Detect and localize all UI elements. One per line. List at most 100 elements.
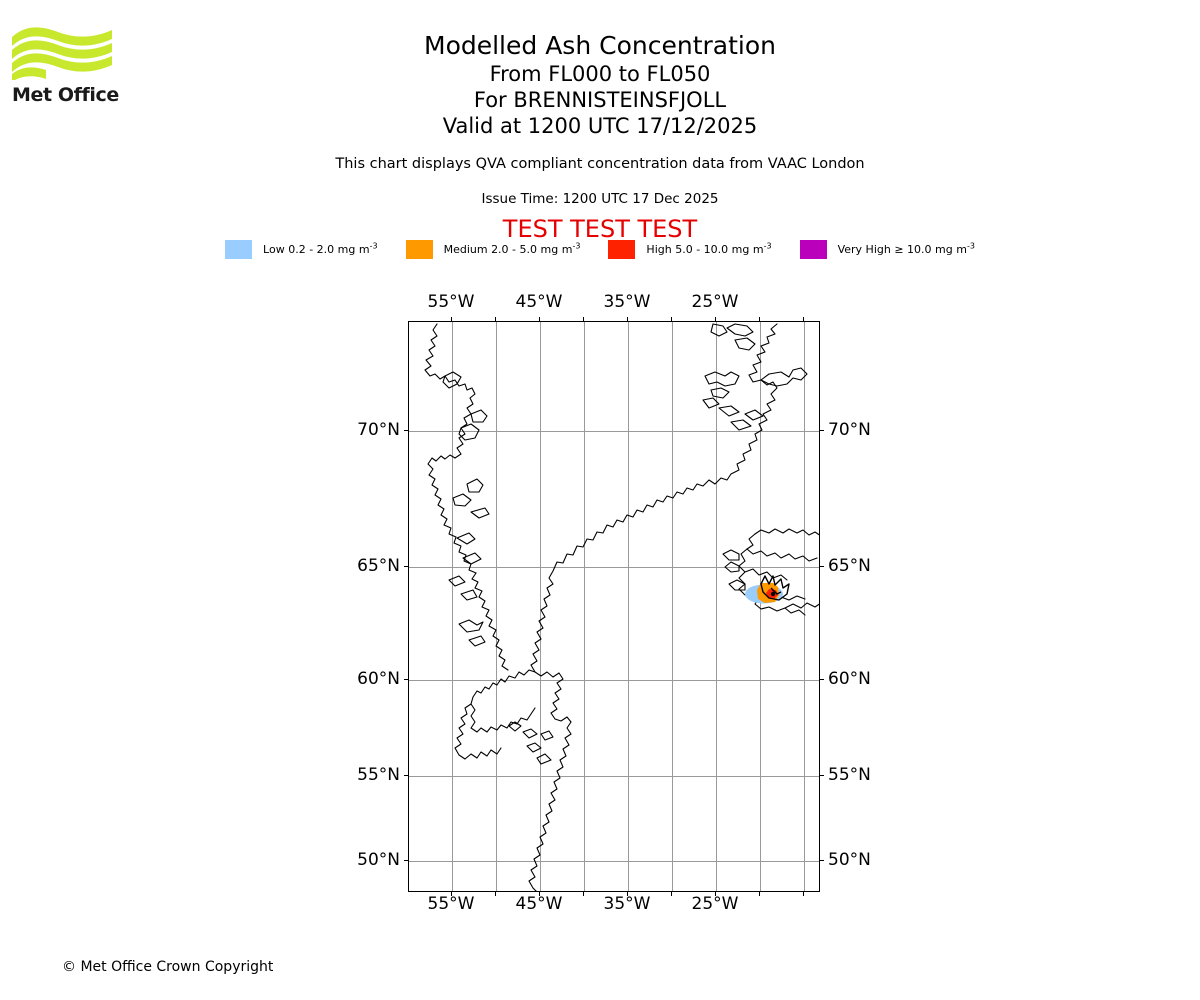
gridline-lon-30w — [672, 322, 673, 891]
gridline-lon-35w — [628, 322, 629, 891]
tickmark-left-60n — [404, 679, 408, 680]
chart-title-block: Modelled Ash Concentration From FL000 to… — [0, 0, 1200, 139]
legend-very-high-exponent: -3 — [966, 241, 975, 251]
tickmark-bottom-55w — [451, 892, 452, 896]
tickmark-right-65n — [820, 566, 824, 567]
title-flight-levels: From FL000 to FL050 — [489, 62, 711, 86]
qva-compliance-note: This chart displays QVA compliant concen… — [335, 156, 865, 172]
legend-very-high-range: ≥ 10.0 — [894, 243, 932, 256]
tickmark-left-70n — [404, 430, 408, 431]
tickmark-right-70n — [820, 430, 824, 431]
legend-low-exponent: -3 — [369, 241, 378, 251]
axis-label-top-45w: 45°W — [515, 292, 563, 312]
tickmark-bottom-25w — [715, 892, 716, 896]
legend-low-range: 0.2 - 2.0 — [288, 243, 335, 256]
gridline-lon-50w — [496, 322, 497, 891]
tickmark-right-55n — [820, 775, 824, 776]
tickmark-bottom-50w — [495, 892, 496, 896]
tickmark-top-25w — [715, 317, 716, 321]
axis-label-right-70n: 70°N — [828, 420, 871, 440]
legend-item-low: Low 0.2 - 2.0 mg m-3 — [225, 240, 378, 259]
legend-swatch-high — [608, 240, 636, 259]
met-office-logo-text: Met Office — [12, 84, 119, 106]
legend-swatch-very-high — [799, 240, 827, 259]
axis-label-left-60n: 60°N — [357, 669, 400, 689]
title-valid-time: Valid at 1200 UTC 17/12/2025 — [442, 114, 758, 138]
tickmark-left-50n — [404, 860, 408, 861]
axis-label-left-50n: 50°N — [357, 850, 400, 870]
legend-medium-unit: mg m — [540, 243, 573, 256]
legend-medium-range: 2.0 - 5.0 — [491, 243, 538, 256]
legend-swatch-medium — [405, 240, 433, 259]
axis-label-left-55n: 55°N — [357, 765, 400, 785]
tickmark-top-55w — [451, 317, 452, 321]
axis-label-top-35w: 35°W — [603, 292, 651, 312]
legend-label-low: Low 0.2 - 2.0 mg m-3 — [263, 241, 378, 256]
legend-label-very-high: Very High ≥ 10.0 mg m-3 — [837, 241, 975, 256]
tickmark-top-35w — [627, 317, 628, 321]
legend-item-very-high: Very High ≥ 10.0 mg m-3 — [799, 240, 975, 259]
gridline-lon-40w — [584, 322, 585, 891]
legend-low-prefix: Low — [263, 243, 285, 256]
legend-very-high-unit: mg m — [935, 243, 967, 256]
legend-medium-prefix: Medium — [443, 243, 488, 256]
gridline-lon-20w — [760, 322, 761, 891]
gridline-lon-45w — [540, 322, 541, 891]
met-office-logo: Met Office — [12, 26, 122, 116]
legend-item-medium: Medium 2.0 - 5.0 mg m-3 — [405, 240, 580, 259]
axis-label-right-60n: 60°N — [828, 669, 871, 689]
tickmark-bottom-45w — [539, 892, 540, 896]
tickmark-right-50n — [820, 860, 824, 861]
tickmark-top-40w — [583, 317, 584, 321]
tickmark-left-65n — [404, 566, 408, 567]
title-volcano-name: For BRENNISTEINSFJOLL — [473, 88, 727, 112]
axis-label-left-70n: 70°N — [357, 420, 400, 440]
gridline-lat-60n — [409, 680, 819, 681]
coastline-layer — [424, 323, 819, 891]
page-title: Modelled Ash Concentration — [424, 31, 776, 60]
tickmark-left-55n — [404, 775, 408, 776]
axis-label-right-50n: 50°N — [828, 850, 871, 870]
tickmark-bottom-30w — [671, 892, 672, 896]
tickmark-top-45w — [539, 317, 540, 321]
axis-label-right-55n: 55°N — [828, 765, 871, 785]
legend-high-unit: mg m — [731, 243, 764, 256]
tickmark-top-20w — [759, 317, 760, 321]
tickmark-top-50w — [495, 317, 496, 321]
axis-label-bottom-45w: 45°W — [515, 894, 563, 914]
met-office-wave-icon — [12, 27, 112, 80]
gridline-lat-50n — [409, 861, 819, 862]
tickmark-top-30w — [671, 317, 672, 321]
axis-label-right-65n: 65°N — [828, 556, 871, 576]
axis-label-bottom-35w: 35°W — [603, 894, 651, 914]
gridline-lon-15w — [804, 322, 805, 891]
map-frame — [408, 321, 820, 892]
tickmark-top-15w — [803, 317, 804, 321]
axis-label-top-25w: 25°W — [691, 292, 739, 312]
map-plot-area — [404, 317, 824, 896]
legend-swatch-low — [225, 240, 253, 259]
legend-high-exponent: -3 — [763, 241, 772, 251]
gridline-lon-55w — [452, 322, 453, 891]
axis-label-left-65n: 65°N — [357, 556, 400, 576]
gridline-lon-25w — [716, 322, 717, 891]
axis-label-top-55w: 55°W — [427, 292, 475, 312]
gridline-lat-70n — [409, 431, 819, 432]
legend-label-high: High 5.0 - 10.0 mg m-3 — [646, 241, 772, 256]
issue-time-label: Issue Time: 1200 UTC 17 Dec 2025 — [481, 191, 719, 207]
test-banner: TEST TEST TEST — [502, 215, 698, 243]
tickmark-bottom-20w — [759, 892, 760, 896]
axis-label-bottom-55w: 55°W — [427, 894, 475, 914]
gridline-lat-65n — [409, 567, 819, 568]
tickmark-bottom-35w — [627, 892, 628, 896]
legend-item-high: High 5.0 - 10.0 mg m-3 — [608, 240, 772, 259]
legend-high-prefix: High — [646, 243, 672, 256]
concentration-legend: Low 0.2 - 2.0 mg m-3 Medium 2.0 - 5.0 mg… — [0, 240, 1200, 259]
tickmark-right-60n — [820, 679, 824, 680]
axis-label-bottom-25w: 25°W — [691, 894, 739, 914]
copyright-notice: © Met Office Crown Copyright — [62, 959, 274, 975]
gridline-lat-55n — [409, 776, 819, 777]
legend-high-range: 5.0 - 10.0 — [675, 243, 729, 256]
legend-low-unit: mg m — [337, 243, 370, 256]
legend-very-high-prefix: Very High — [837, 243, 891, 256]
